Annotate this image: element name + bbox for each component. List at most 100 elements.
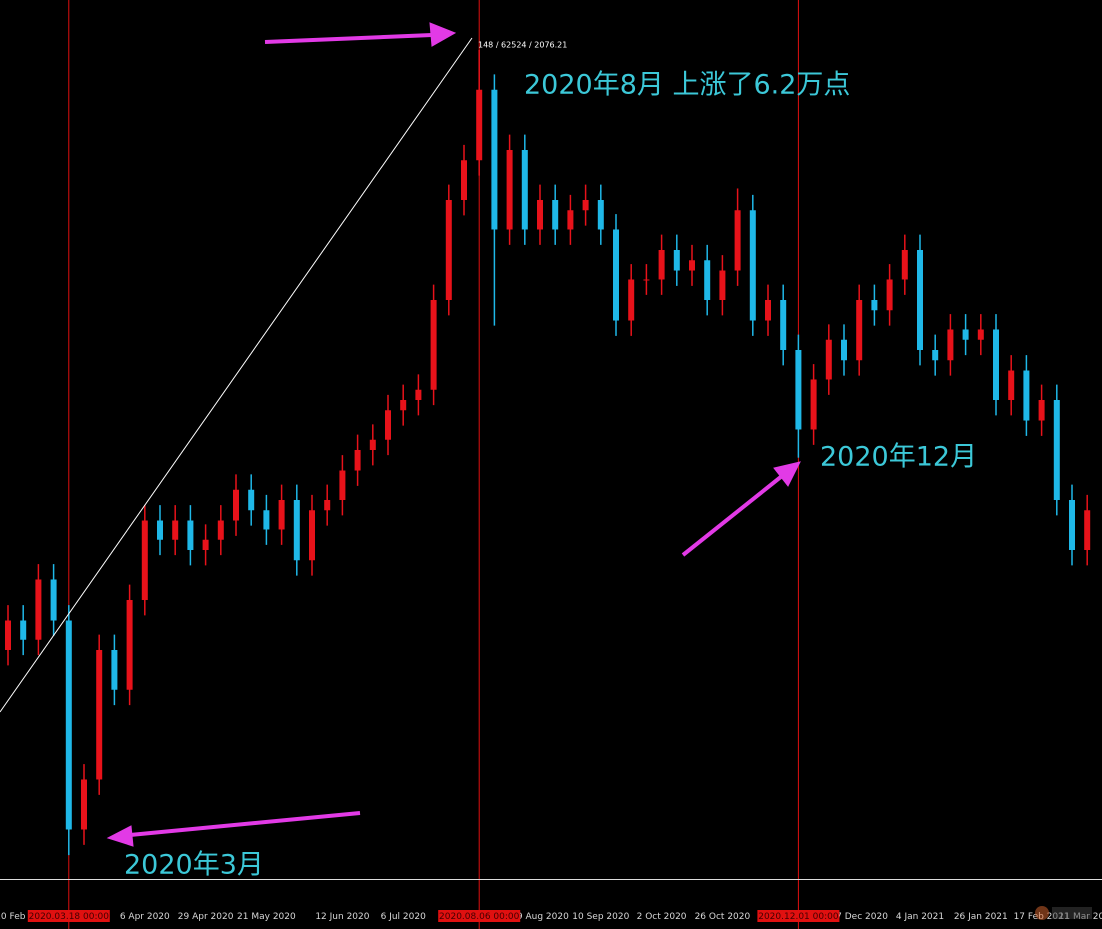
marker-label: 2020.03.18 00:00 bbox=[29, 912, 110, 922]
candle-body bbox=[886, 279, 893, 311]
candle-body bbox=[901, 250, 908, 280]
candle-body bbox=[689, 260, 695, 271]
measure-line bbox=[0, 37, 473, 713]
x-tick-label: 26 Jan 2021 bbox=[954, 912, 1008, 922]
candle-body bbox=[506, 150, 513, 230]
x-tick-label: 10 Sep 2020 bbox=[572, 912, 629, 922]
candle-body bbox=[810, 379, 817, 430]
x-tick-label: 4 Jan 2021 bbox=[896, 912, 944, 922]
candle-body bbox=[673, 250, 680, 271]
x-tick-label: 6 Apr 2020 bbox=[120, 912, 170, 922]
arrow-shaft bbox=[129, 811, 361, 837]
candle-body bbox=[400, 400, 407, 411]
candle-body bbox=[217, 520, 224, 540]
candle-body bbox=[719, 270, 726, 300]
watermark bbox=[1035, 906, 1092, 920]
candle-body bbox=[461, 160, 467, 200]
candle-body bbox=[111, 650, 118, 690]
candle-body bbox=[385, 410, 391, 440]
x-tick-label: 20 Feb 2020 bbox=[0, 912, 51, 922]
x-tick-label: 19 Aug 2020 bbox=[511, 912, 569, 922]
candle-body bbox=[96, 650, 103, 780]
candle-body bbox=[278, 500, 285, 530]
candle-body bbox=[5, 620, 11, 650]
arrow-head bbox=[773, 461, 801, 487]
x-axis: 20 Feb 2020 6 Apr 2020 29 Apr 2020 21 May 2… bbox=[0, 910, 1102, 922]
candle-body bbox=[20, 620, 27, 640]
candle-body bbox=[552, 200, 559, 230]
candle-body bbox=[369, 439, 376, 450]
annotation: 2020年12月 bbox=[820, 442, 977, 473]
candle-body bbox=[780, 300, 787, 350]
x-tick-label: 29 Apr 2020 bbox=[178, 912, 234, 922]
marker-label: 2020.12.01 00:00 bbox=[758, 912, 839, 922]
candle-body bbox=[491, 89, 498, 230]
candle-body bbox=[825, 339, 832, 380]
candle-body bbox=[962, 329, 969, 340]
candle-body bbox=[1038, 400, 1045, 421]
candle-body bbox=[172, 520, 179, 540]
watermark-icon bbox=[1035, 906, 1049, 920]
candle-body bbox=[1053, 400, 1060, 500]
candle-body bbox=[354, 450, 361, 471]
candle-body bbox=[582, 200, 589, 211]
x-tick-label: 6 Jul 2020 bbox=[381, 912, 426, 922]
candle-body bbox=[81, 779, 87, 830]
candle-body bbox=[841, 339, 847, 361]
arrow-head bbox=[106, 825, 134, 847]
candle-body bbox=[233, 489, 239, 521]
candle-body bbox=[521, 150, 528, 230]
candle-body bbox=[157, 520, 163, 540]
measure-label: 148 / 62524 / 2076.21 bbox=[478, 41, 567, 50]
candle-body bbox=[1084, 510, 1091, 550]
candle-body bbox=[597, 200, 604, 230]
plot-area bbox=[5, 0, 1091, 929]
candle-body bbox=[248, 489, 255, 511]
candle-body bbox=[1023, 370, 1030, 421]
candle-body bbox=[1069, 500, 1075, 550]
candle-body bbox=[476, 89, 483, 161]
candle-body bbox=[704, 260, 711, 300]
candle-body bbox=[977, 329, 984, 340]
candle-body bbox=[50, 579, 57, 621]
candle-body bbox=[734, 210, 741, 271]
marker-label-bg bbox=[27, 910, 110, 922]
x-tick-label: 12 Jun 2020 bbox=[315, 912, 369, 922]
candle-body bbox=[339, 470, 346, 500]
marker-label-bg bbox=[438, 910, 521, 922]
x-tick-label: 26 Oct 2020 bbox=[695, 912, 751, 922]
x-tick-label: 2 Oct 2020 bbox=[637, 912, 687, 922]
candle-body bbox=[765, 300, 771, 321]
candle-body bbox=[993, 329, 999, 400]
candle-body bbox=[141, 520, 148, 600]
arrow-shaft bbox=[264, 33, 433, 44]
x-tick-label: 17 Dec 2020 bbox=[830, 912, 888, 922]
candle-body bbox=[65, 620, 72, 830]
candle-body bbox=[917, 250, 923, 350]
candle-body bbox=[871, 300, 878, 311]
candle-body bbox=[567, 210, 574, 230]
candle-body bbox=[643, 279, 650, 281]
candle-body bbox=[658, 250, 665, 280]
watermark-box bbox=[1052, 907, 1092, 919]
candle-body bbox=[628, 279, 635, 321]
candle-body bbox=[856, 300, 863, 361]
arrows bbox=[106, 22, 801, 847]
marker-label-bg bbox=[757, 910, 840, 922]
candle-body bbox=[947, 329, 954, 361]
marker-label: 2020.08.06 00:00 bbox=[439, 912, 520, 922]
candle-body bbox=[613, 229, 619, 321]
arrow-shaft bbox=[681, 474, 784, 557]
candle-body bbox=[187, 520, 194, 550]
candle-body bbox=[324, 500, 331, 511]
annotation: 2020年8月 上涨了6.2万点 bbox=[524, 70, 850, 101]
candle-body bbox=[126, 600, 133, 690]
candle-body bbox=[445, 200, 452, 300]
candle-body bbox=[293, 500, 300, 561]
candle-body bbox=[537, 200, 543, 230]
candle-body bbox=[430, 300, 437, 390]
candle-body bbox=[795, 350, 802, 430]
